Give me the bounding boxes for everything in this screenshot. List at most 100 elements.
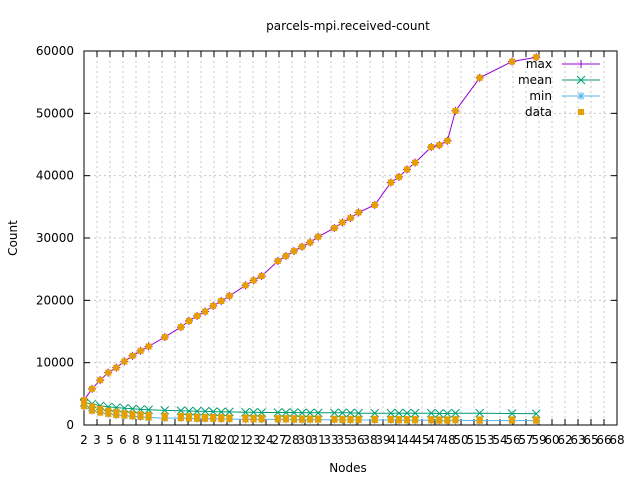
data-point-data (121, 358, 128, 365)
data-point-data (282, 416, 289, 423)
data-point-data (404, 166, 411, 173)
x-tick-label: 59 (531, 433, 546, 447)
data-point-data (113, 412, 120, 419)
data-point-data (299, 243, 306, 250)
data-point-data (242, 282, 249, 289)
x-tick-label: 56 (505, 433, 520, 447)
legend: max mean min data (518, 57, 600, 119)
data-point-data (129, 413, 136, 420)
data-point-data (371, 201, 378, 208)
legend-swatch-marker (576, 75, 586, 85)
legend-label: mean (518, 73, 552, 87)
data-point-data (452, 417, 459, 424)
data-point-data (177, 324, 184, 331)
data-point-data (355, 417, 362, 424)
data-point-data (290, 416, 297, 423)
data-point-data (137, 347, 144, 354)
data-point-data (436, 142, 443, 149)
data-point-data (290, 248, 297, 255)
data-point-data (476, 417, 483, 424)
data-point-data (226, 416, 233, 423)
data-point-data (395, 173, 402, 180)
x-tick-label: 15 (180, 433, 195, 447)
y-tick-label: 60000 (36, 44, 74, 58)
data-point-data (129, 352, 136, 359)
data-point-data (307, 416, 314, 423)
data-point-data (509, 417, 516, 424)
x-tick-label: 24 (258, 433, 273, 447)
data-point-mean (451, 408, 460, 418)
data-point-data (315, 416, 322, 423)
data-point-mean (338, 408, 347, 418)
y-axis-title: Count (6, 220, 20, 256)
x-tick-label: 20 (219, 433, 234, 447)
data-point-data (339, 417, 346, 424)
data-point-data (202, 415, 209, 422)
data-point-mean (507, 409, 517, 418)
legend-swatch-marker (578, 109, 584, 115)
x-tick-label: 9 (145, 433, 153, 447)
x-tick-label: 21 (232, 433, 247, 447)
data-point-data (105, 369, 112, 376)
x-tick-label: 35 (336, 433, 351, 447)
x-tick-label: 5 (106, 433, 114, 447)
data-point-data (137, 413, 144, 420)
series-line-mean (83, 402, 537, 415)
x-tick-label: 28 (284, 433, 299, 447)
data-point-data (185, 415, 192, 422)
data-point-data (113, 364, 120, 371)
data-point-data (452, 107, 459, 114)
data-point-mean (402, 408, 412, 418)
y-tick-label: 20000 (36, 293, 74, 307)
x-axis-title: Nodes (329, 461, 367, 475)
grid (84, 51, 617, 425)
data-point-data (533, 54, 540, 61)
data-point-data (105, 407, 112, 414)
data-point-data (218, 297, 225, 304)
x-tick-label: 6 (119, 433, 127, 447)
data-point-data (404, 417, 411, 424)
data-point-data (89, 407, 96, 414)
data-point-data (331, 416, 338, 423)
data-point-data (145, 414, 152, 421)
x-tick-label: 53 (479, 433, 494, 447)
data-point-data (113, 408, 120, 415)
x-tick-label: 14 (167, 433, 182, 447)
x-tick-label: 17 (193, 433, 208, 447)
data-point-data (242, 416, 249, 423)
data-point-data (339, 219, 346, 226)
data-point-data (218, 416, 225, 423)
data-point-mean (346, 408, 355, 418)
data-point-data (81, 399, 87, 406)
data-point-data (347, 417, 354, 424)
x-tick-label: 11 (154, 433, 169, 447)
data-point-data (250, 277, 257, 284)
data-point-data (274, 416, 281, 423)
legend-item-max: max (526, 57, 600, 71)
x-tick-label: 57 (518, 433, 533, 447)
data-point-data (185, 317, 192, 324)
data-point-data (258, 273, 265, 280)
data-point-data (428, 143, 435, 150)
data-point-mean (475, 408, 485, 418)
data-point-data (258, 416, 265, 423)
series-data (81, 54, 540, 424)
x-tick-label: 68 (609, 433, 624, 447)
data-point-data (307, 239, 314, 246)
legend-label: max (526, 57, 552, 71)
data-point-data (428, 417, 435, 424)
data-point-data (202, 308, 209, 315)
data-point-data (161, 415, 168, 422)
data-point-data (282, 253, 289, 260)
data-point-data (161, 334, 168, 341)
data-point-data (533, 417, 540, 424)
data-point-data (274, 258, 281, 265)
data-point-data (81, 403, 87, 410)
data-point-data (387, 179, 394, 186)
data-point-data (89, 385, 96, 392)
x-tick-label: 41 (388, 433, 403, 447)
x-tick-label: 66 (596, 433, 611, 447)
data-point-data (250, 416, 257, 423)
data-point-data (226, 292, 233, 299)
data-point-data (194, 312, 201, 319)
